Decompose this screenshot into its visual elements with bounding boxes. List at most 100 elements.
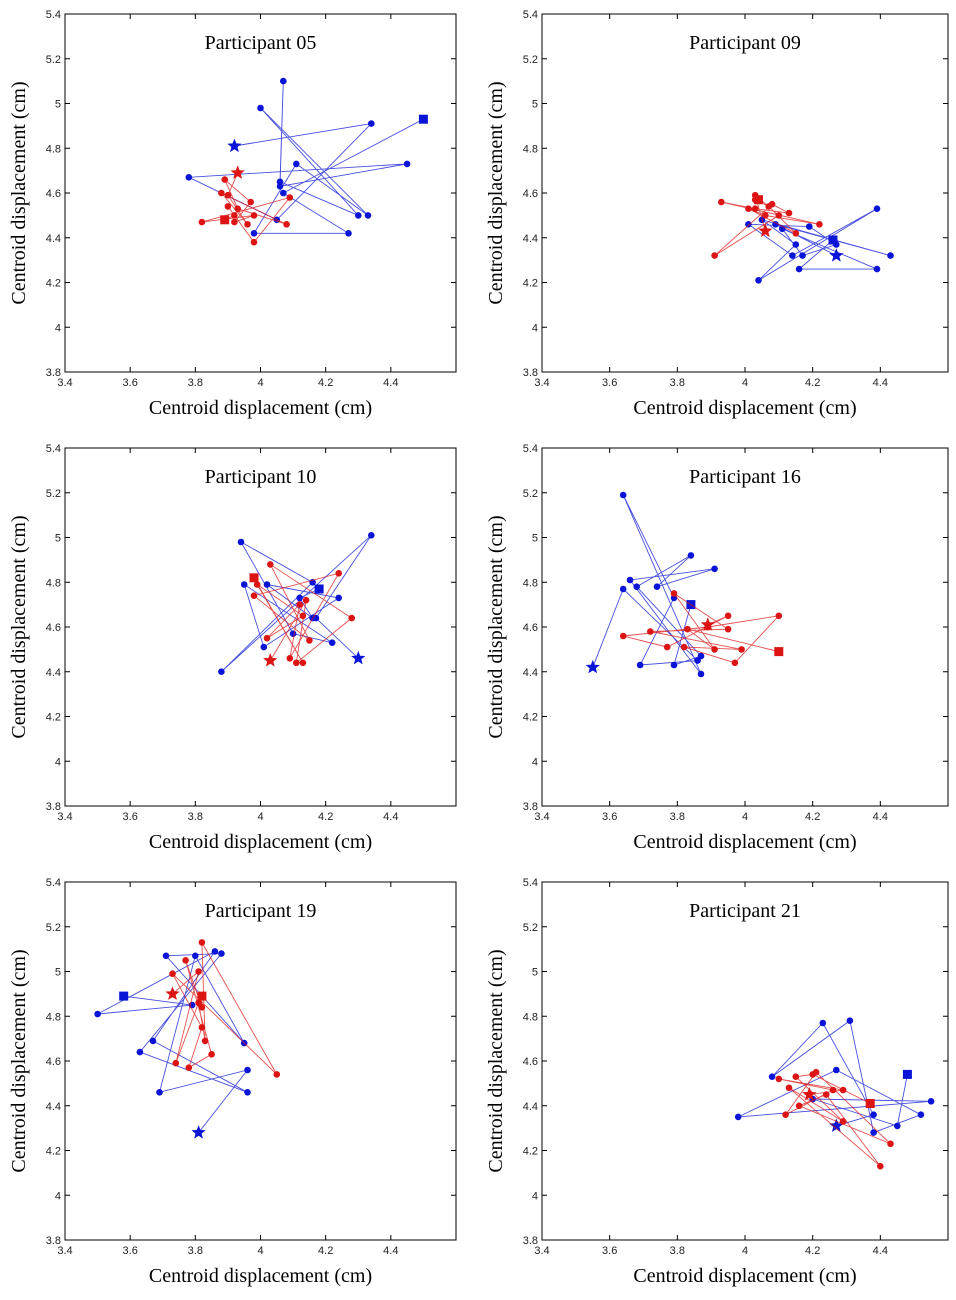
series-red [249,561,356,667]
y-tick-label: 4.2 [46,1146,61,1158]
x-tick-label: 4.4 [873,1245,888,1257]
x-tick-label: 3.8 [670,1245,685,1257]
x-axis-label: Centroid displacement (cm) [633,1265,856,1287]
end-marker-blue [314,584,324,594]
x-tick-label: 3.4 [534,377,549,389]
plot-frame [541,13,949,373]
y-tick-label: 4.6 [523,188,538,200]
data-point-red [198,1024,206,1031]
start-marker-blue [585,659,600,674]
y-tick-label: 5.4 [46,877,61,889]
data-point-blue [368,120,375,127]
x-tick-label: 4.2 [805,1245,820,1257]
y-tick-label: 4.4 [46,667,61,679]
panel-title: Participant 05 [205,32,317,54]
y-tick-label: 4.6 [523,622,538,634]
y-tick-label: 3.8 [46,367,61,379]
data-point-red [231,212,238,219]
data-point-red [762,212,769,219]
panel-5: 3.4 3.6 3.8 4 4.2 4.4 3.8 4 4.2 4.4 4.6 4.8 5 5.2 5.4 C… [8,877,457,1287]
x-tick-label: 4.4 [383,811,398,823]
y-tick-label: 5.2 [46,488,61,500]
end-marker-blue [902,1069,912,1079]
y-tick-label: 4.2 [46,712,61,724]
data-point-blue [218,950,225,957]
x-tick-label: 3.6 [602,377,617,389]
data-point-red [822,1091,830,1098]
data-point-blue [626,576,634,584]
panel-3: 3.4 3.6 3.8 4 4.2 4.4 3.8 4 4.2 4.4 4.6 4.8 5 5.2 5.4 C… [8,443,457,853]
data-point-blue [799,252,806,259]
data-point-blue [237,538,245,546]
data-point-red [663,643,671,651]
y-tick-label: 4.2 [523,278,538,290]
series-red [711,191,823,259]
x-tick-label: 4.2 [805,377,820,389]
series-blue [94,948,251,1139]
data-point-blue [870,1129,877,1136]
data-point-blue [218,668,225,675]
start-marker-red [165,986,180,1000]
x-tick-label: 4 [742,377,748,389]
x-tick-label: 3.4 [57,811,72,823]
data-point-blue [149,1037,157,1045]
data-point-blue [792,241,800,248]
data-point-blue [806,223,813,230]
data-point-blue [136,1048,144,1056]
data-point-blue [636,661,644,669]
data-point-blue [296,594,303,602]
data-point-red [198,939,206,946]
data-point-red [299,612,307,620]
data-point-blue [162,952,170,960]
y-tick-label: 5.2 [46,54,61,66]
x-tick-label: 3.4 [534,1245,549,1257]
y-tick-label: 4.8 [46,1011,61,1023]
start-marker-red [802,1087,817,1101]
y-tick-label: 4.4 [523,1101,538,1113]
data-point-blue [328,639,336,646]
data-point-red [250,592,258,599]
data-point-blue [94,1010,101,1018]
data-point-blue [364,212,372,219]
data-point-blue [697,652,705,660]
panel-title: Participant 09 [689,32,801,54]
trajectory-line-red [778,1071,891,1167]
data-point-red [250,212,258,219]
y-tick-label: 4.8 [523,1011,538,1023]
y-tick-label: 3.8 [523,801,538,813]
data-point-blue [263,581,271,588]
data-point-red [253,581,261,588]
y-tick-label: 4.2 [523,712,538,724]
data-point-red [785,1084,793,1092]
end-marker-red [220,215,230,225]
data-point-blue [335,594,343,602]
data-point-blue [244,1089,251,1096]
data-point-red [293,659,300,667]
start-marker-blue [227,138,242,153]
y-tick-label: 4 [532,322,538,334]
y-tick-label: 3.8 [46,801,61,813]
y-tick-label: 3.8 [46,1235,61,1247]
data-point-blue [917,1111,925,1118]
data-point-blue [260,643,268,651]
x-tick-label: 4.4 [873,811,888,823]
data-point-red [185,1064,193,1071]
y-tick-label: 3.8 [523,1235,538,1247]
y-tick-label: 4.4 [46,233,61,245]
data-point-red [839,1086,847,1094]
data-point-red [263,634,271,642]
data-point-blue [355,212,362,219]
x-tick-label: 3.8 [188,811,203,823]
end-marker-red [754,195,763,205]
series-red [775,1068,894,1170]
x-tick-label: 3.8 [670,811,685,823]
y-tick-label: 4 [55,756,61,768]
data-point-blue [368,532,375,539]
data-point-red [839,1118,847,1125]
data-point-red [169,970,176,977]
data-point-red [247,198,254,206]
data-point-blue [873,265,881,273]
y-tick-label: 4 [55,1190,61,1202]
y-tick-label: 5.4 [523,9,538,21]
